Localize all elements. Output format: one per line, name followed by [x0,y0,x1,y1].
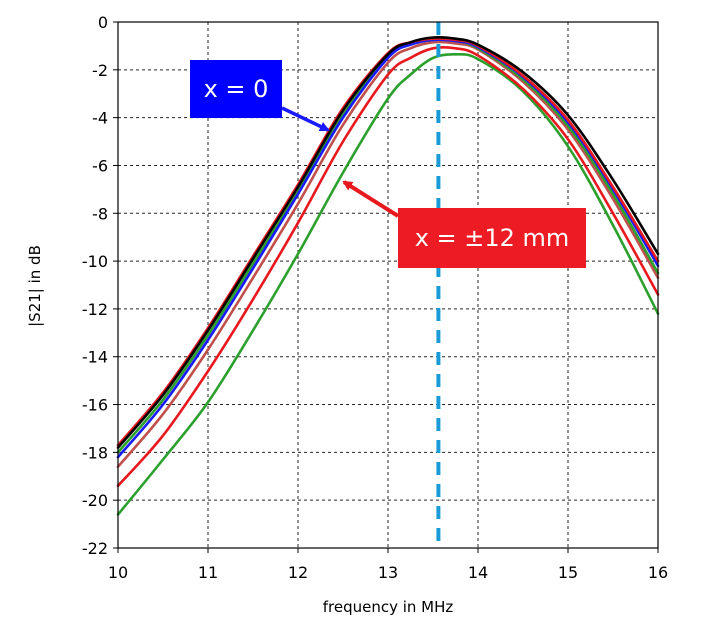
series-line-6 [116,52,660,516]
series-line-5 [116,45,660,488]
x-tick-label: 12 [288,563,308,582]
y-tick-label: -16 [82,396,108,415]
y-tick-label: -2 [92,61,108,80]
series-layer [116,35,660,516]
annotation-x-12mm-label: x = ±12 mm [415,224,570,252]
y-tick-label: -6 [92,156,108,175]
x-tick-label: 14 [468,563,488,582]
y-tick-label: -18 [82,443,108,462]
annotation-x-zero-arrow [281,106,330,132]
y-tick-label: -12 [82,300,108,319]
x-tick-label: 10 [108,563,128,582]
x-tick-labels: 10 11 12 13 14 15 16 [108,548,668,582]
series-line-0 [116,35,660,449]
x-axis-title: frequency in MHz [323,598,454,616]
annotation-x-12mm: x = ±12 mm [342,180,586,268]
annotation-x-12mm-arrow [342,180,400,218]
y-tick-label: -14 [82,348,108,367]
y-tick-labels: 0 -2 -4 -6 -8 -10 -12 -14 -16 -18 -20 -22 [82,13,118,558]
series-line-4 [116,40,660,468]
x-tick-label: 11 [198,563,218,582]
y-tick-label: -10 [82,252,108,271]
y-axis-title: |S21| in dB [26,245,44,327]
y-tick-label: -8 [92,204,108,223]
annotation-x-zero-label: x = 0 [204,75,269,103]
annotation-x-12mm-box [398,208,586,268]
x-tick-label: 16 [648,563,668,582]
annotation-x-zero: x = 0 [190,60,330,132]
y-tick-label: -22 [82,539,108,558]
annotation-x-zero-box [190,60,282,118]
y-tick-label: -20 [82,491,108,510]
y-tick-label: -4 [92,109,108,128]
x-tick-label: 15 [558,563,578,582]
series-line-2 [116,38,660,459]
x-tick-label: 13 [378,563,398,582]
y-tick-label: 0 [98,13,108,32]
